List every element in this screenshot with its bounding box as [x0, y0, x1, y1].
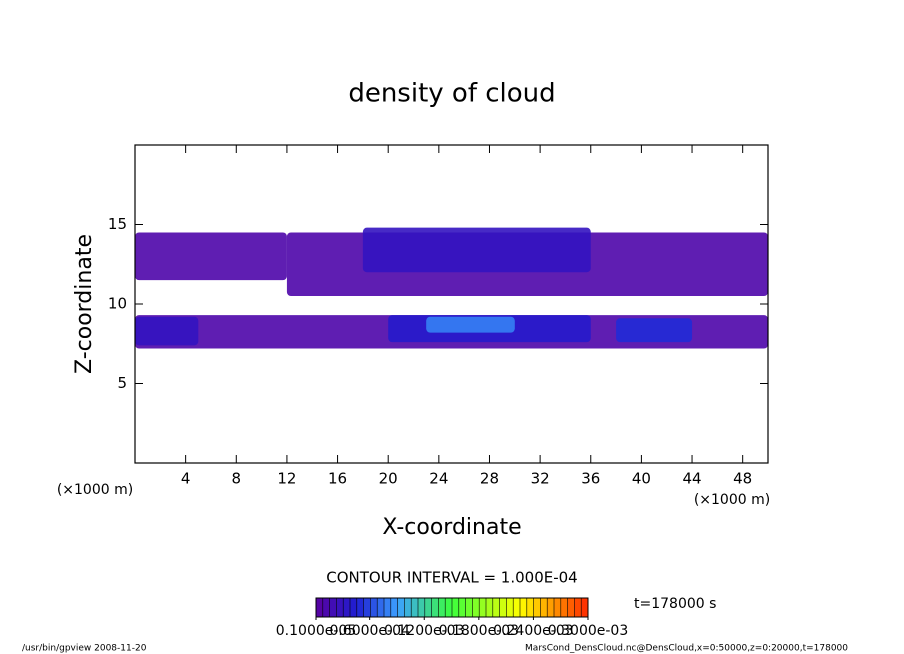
colorbar-segment — [384, 598, 391, 617]
x-tick-label: 32 — [531, 470, 550, 488]
colorbar-segment — [445, 598, 452, 617]
colorbar-segment — [533, 598, 541, 617]
x-tick-label: 48 — [733, 470, 752, 488]
x-tick-label: 8 — [232, 470, 242, 488]
contour-patch — [616, 318, 693, 343]
colorbar-segment — [418, 598, 425, 617]
x-unit: (×1000 m) — [57, 482, 133, 498]
colorbar-segment — [431, 598, 439, 617]
time-label: t=178000 s — [634, 596, 716, 612]
colorbar-segment — [554, 598, 561, 617]
contour-patch — [426, 316, 515, 333]
colorbar-segment — [499, 598, 507, 617]
colorbar-segment — [397, 598, 405, 617]
colorbar-segment — [560, 598, 568, 617]
colorbar-segment — [506, 598, 514, 617]
colorbar-segment — [377, 598, 384, 617]
colorbar-segment — [574, 598, 582, 617]
colorbar-segment — [492, 598, 500, 617]
colorbar-segment — [329, 598, 337, 617]
colorbar-segment — [350, 598, 357, 617]
colorbar-segment — [526, 598, 534, 617]
colorbar-segment — [479, 598, 486, 617]
y-axis-label: Z-coordinate — [72, 234, 97, 374]
colorbar-segment — [404, 598, 412, 617]
x-tick-label: 44 — [682, 470, 701, 488]
colorbar-segment — [390, 598, 398, 617]
colorbar-segment — [424, 598, 432, 617]
colorbar-segment — [472, 598, 480, 617]
colorbar-segment — [513, 598, 520, 617]
colorbar-segment — [343, 598, 350, 617]
colorbar-tick-label: 0.2400e-03 — [493, 623, 573, 639]
colorbar-segment — [370, 598, 378, 617]
colorbar-segment — [322, 598, 330, 617]
colorbar-segment — [581, 598, 588, 617]
colorbar-segment — [452, 598, 459, 617]
colorbar-segment — [540, 598, 548, 617]
colorbar-segment — [567, 598, 575, 617]
contour-patch — [135, 232, 287, 281]
x-axis-label: X-coordinate — [382, 515, 521, 540]
colorbar-frame — [315, 597, 589, 618]
chart-title: density of cloud — [348, 79, 555, 109]
y-tick-label: 5 — [117, 374, 127, 392]
colorbar-tick-label: 0.3000e-03 — [548, 623, 628, 639]
colorbar-segment — [465, 598, 473, 617]
x-tick-label: 12 — [277, 470, 296, 488]
colorbar-segment — [316, 598, 323, 617]
y-tick-label: 15 — [108, 215, 127, 233]
x-tick-label: 24 — [429, 470, 448, 488]
colorbar-segment — [363, 598, 371, 617]
contour-interval: CONTOUR INTERVAL = 1.000E-04 — [326, 569, 577, 587]
x-tick-label: 4 — [181, 470, 191, 488]
colorbar-tick-label: 0.1200e-03 — [384, 623, 464, 639]
contour-patch — [135, 316, 199, 346]
colorbar-segment — [458, 598, 466, 617]
x-tick-label: 16 — [328, 470, 347, 488]
colorbar-segment — [356, 598, 364, 617]
colorbar-segment — [520, 598, 527, 617]
x-tick-label: 40 — [632, 470, 651, 488]
colorbar-tick-label: 0.6000e-04 — [329, 623, 410, 639]
x-tick-label: 36 — [581, 470, 600, 488]
x-tick-label: 20 — [379, 470, 398, 488]
colorbar-segment — [411, 598, 418, 617]
x-tick-label: 28 — [480, 470, 499, 488]
colorbar-tick-label: 0.1800e-03 — [439, 623, 519, 639]
colorbar-tick-label: 0.1000e-05 — [276, 623, 356, 639]
y-tick-label: 10 — [108, 295, 127, 313]
colorbar-segment — [486, 598, 493, 617]
colorbar-segment — [547, 598, 554, 617]
footer: MarsCond_DensCloud.nc@DensCloud,x=0:5000… — [525, 644, 848, 654]
colorbar-segment — [336, 598, 344, 617]
footer: /usr/bin/gpview 2008-11-20 — [22, 644, 147, 654]
colorbar-segment — [438, 598, 446, 617]
x-unit: (×1000 m) — [694, 492, 770, 508]
contour-patch — [362, 227, 591, 273]
